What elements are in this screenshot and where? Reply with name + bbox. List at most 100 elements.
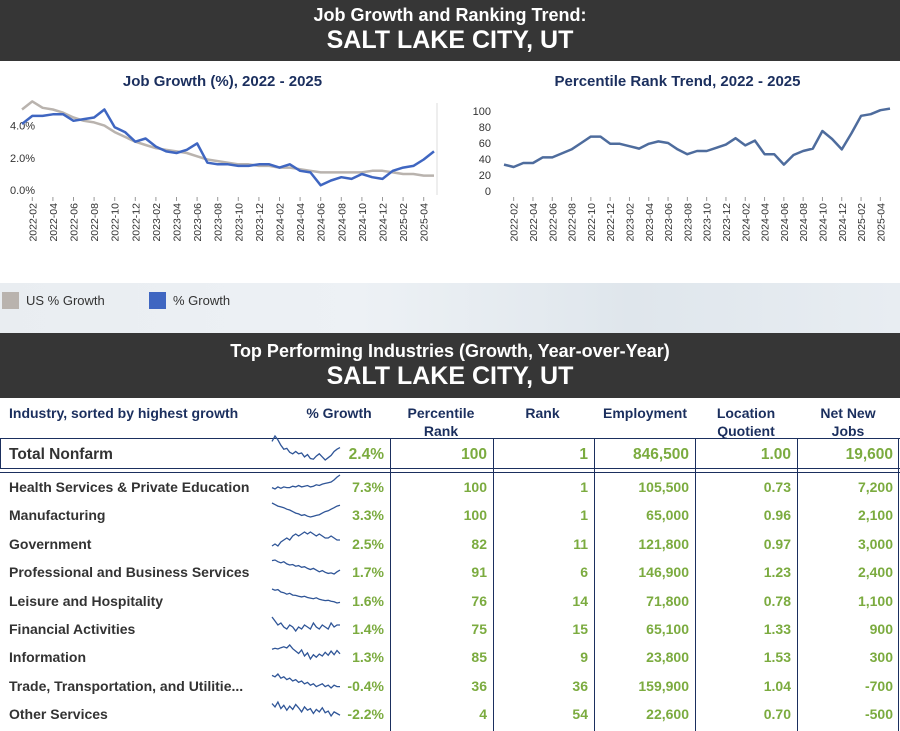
col-divider-6 <box>898 438 899 731</box>
industry-jobs-cell: -500 <box>864 706 893 723</box>
industry-employment-cell: 146,900 <box>638 564 689 581</box>
header-location-quotient: Location Quotient <box>697 404 795 440</box>
industry-sparkline-line <box>271 559 341 575</box>
industry-employment-cell: 159,900 <box>638 677 689 694</box>
x-tick-label: 2023-06 <box>192 203 204 242</box>
industry-growth-cell: 3.3% <box>352 507 384 524</box>
x-tick-label: 2025-02 <box>398 203 410 242</box>
industry-employment-cell: 22,600 <box>646 706 689 723</box>
industry-pct-rank-cell: 100 <box>463 507 487 524</box>
industry-jobs-cell: -700 <box>864 677 893 694</box>
x-tick-label: 2025-04 <box>419 203 431 242</box>
legend-local-growth: % Growth <box>149 292 230 309</box>
y-tick-label: 20 <box>479 170 491 182</box>
industry-employment-cell: 71,800 <box>646 592 689 609</box>
x-tick-label: 2024-04 <box>295 203 307 242</box>
industry-name: Financial Activities <box>9 621 136 637</box>
industry-pct-rank-cell: 85 <box>471 649 487 666</box>
industry-sparkline-line <box>271 587 341 604</box>
header-lq-line1: Location <box>716 405 776 421</box>
x-tick-label: 2023-02 <box>624 203 636 242</box>
y-tick-label: 40 <box>479 154 491 166</box>
industry-rank-cell: 1 <box>580 479 588 495</box>
y-tick-label: 0 <box>485 186 491 198</box>
industry-sparkline-line <box>271 644 341 661</box>
industry-sparkline <box>271 502 341 519</box>
legend-local-label: % Growth <box>173 293 231 308</box>
industry-name: Other Services <box>9 706 108 723</box>
header-employment: Employment <box>602 405 687 421</box>
x-tick-label: 2024-02 <box>740 203 752 242</box>
industry-rank-cell: 9 <box>580 649 588 666</box>
industry-lq-cell: 0.73 <box>763 479 791 495</box>
x-tick-label: 2023-04 <box>172 203 184 242</box>
x-tick-label: 2022-04 <box>528 203 540 242</box>
legend-local-swatch <box>149 292 166 309</box>
industry-pct-rank-cell: 100 <box>463 479 487 495</box>
x-tick-label: 2023-10 <box>702 203 714 242</box>
x-tick-label: 2022-10 <box>586 203 598 242</box>
industry-pct-rank-cell: 76 <box>471 592 487 609</box>
industry-lq-cell: 1.33 <box>763 621 791 637</box>
industry-sparkline-line <box>271 616 340 633</box>
x-tick-label: 2022-08 <box>89 203 101 242</box>
x-tick-label: 2022-06 <box>547 203 559 242</box>
industry-rank-cell: 14 <box>572 592 588 609</box>
col-divider-3 <box>594 438 595 731</box>
series-line-1-0 <box>21 100 434 177</box>
industry-lq-cell: 0.96 <box>763 507 791 524</box>
percentile-rank-chart-title: Percentile Rank Trend, 2022 - 2025 <box>554 73 801 90</box>
x-tick-label: 2022-06 <box>69 203 81 242</box>
x-tick-label: 2023-08 <box>682 203 694 242</box>
industry-employment-cell: 121,800 <box>638 535 689 552</box>
industry-pct-rank-cell: 36 <box>471 677 487 694</box>
industry-lq-cell: 1.23 <box>763 564 791 581</box>
industry-sparkline <box>271 559 341 575</box>
industry-name: Professional and Business Services <box>9 564 250 581</box>
industry-rank-cell: 11 <box>573 535 588 552</box>
series-line-2-0 <box>503 107 891 169</box>
industry-pct-rank-cell: 82 <box>471 535 487 552</box>
x-tick-label: 2023-12 <box>254 203 266 242</box>
header-percentile-rank-line2: Rank <box>423 423 459 439</box>
series-line-1-1 <box>21 108 435 187</box>
banner-subtitle: Job Growth and Ranking Trend: <box>313 5 587 25</box>
x-tick-label: 2023-08 <box>213 203 225 242</box>
industry-sparkline-line <box>271 700 341 718</box>
industry-growth-cell: 1.4% <box>352 621 384 637</box>
industry-pct-rank-cell: 4 <box>479 706 487 723</box>
y-tick-label: 2.0% <box>10 153 35 165</box>
x-tick-label: 2023-06 <box>663 203 675 242</box>
x-tick-label: 2022-02 <box>27 203 39 242</box>
header-rank: Rank <box>525 405 560 421</box>
industry-jobs-cell: 7,200 <box>857 479 893 495</box>
industry-growth-cell: 1.7% <box>352 564 384 581</box>
industry-sparkline-line <box>271 474 341 490</box>
x-tick-label: 2025-02 <box>856 203 868 242</box>
industry-jobs-cell: 300 <box>869 649 893 666</box>
x-tick-label: 2022-08 <box>567 203 579 242</box>
industry-name: Trade, Transportation, and Utilitie... <box>9 677 244 694</box>
x-tick-label: 2023-12 <box>721 203 733 242</box>
header-net-new-jobs: Net New Jobs <box>798 404 898 440</box>
industry-name: Government <box>9 535 92 552</box>
x-tick-label: 2024-06 <box>779 203 791 242</box>
industries-banner-subtitle: Top Performing Industries (Growth, Year-… <box>230 341 670 361</box>
header-lq-line2: Quotient <box>717 423 775 439</box>
x-tick-label: 2022-02 <box>509 203 521 242</box>
body-top-border <box>0 472 900 473</box>
industry-employment-cell: 65,100 <box>646 621 689 637</box>
industry-rank-cell: 6 <box>580 564 588 581</box>
header-percentile-rank-line1: Percentile <box>407 405 475 421</box>
total-lq-cell: 1.00 <box>760 446 791 463</box>
industry-growth-cell: -0.4% <box>347 677 384 694</box>
col-divider-2 <box>493 438 494 731</box>
industry-employment-cell: 23,800 <box>646 649 689 666</box>
header-percentile-rank: Percentile Rank <box>395 404 487 440</box>
legend-us-growth: US % Growth <box>2 292 105 309</box>
header-growth: % Growth <box>306 405 372 421</box>
x-tick-label: 2024-04 <box>760 203 772 242</box>
industry-name: Leisure and Hospitality <box>9 592 164 609</box>
header-jobs-line1: Net New <box>820 405 876 421</box>
col-divider-5 <box>797 438 798 731</box>
